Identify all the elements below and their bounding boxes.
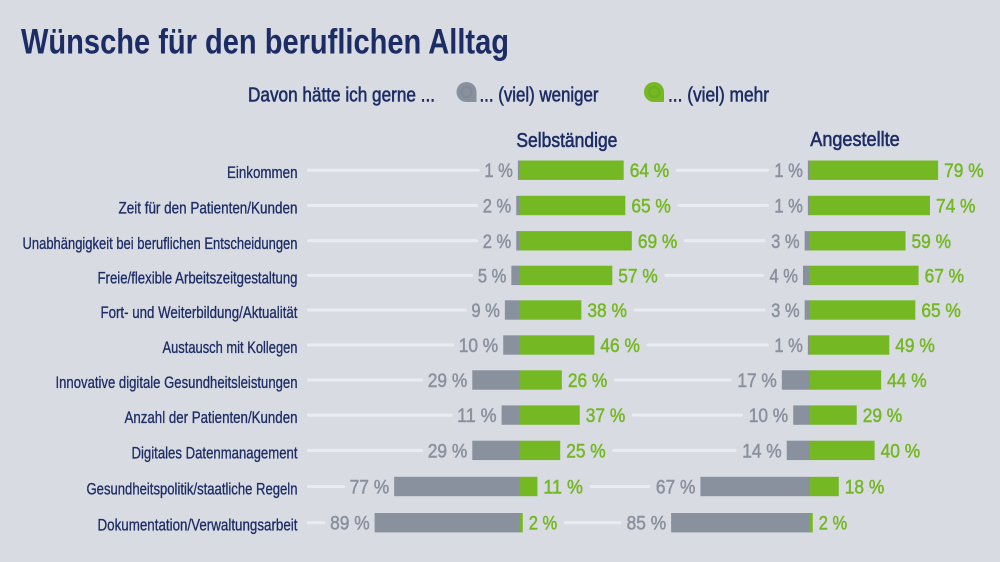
svg-text:Austausch mit Kollegen: Austausch mit Kollegen (163, 339, 298, 357)
svg-text:... (viel) weniger: ... (viel) weniger (480, 85, 599, 107)
svg-text:67 %: 67 % (656, 478, 696, 499)
svg-text:38 %: 38 % (587, 301, 627, 322)
svg-text:1 %: 1 % (774, 336, 803, 357)
svg-text:25 %: 25 % (566, 441, 606, 462)
svg-text:5 %: 5 % (478, 266, 507, 287)
svg-text:64 %: 64 % (630, 161, 670, 182)
svg-text:89 %: 89 % (330, 514, 370, 535)
svg-text:65 %: 65 % (921, 301, 961, 322)
svg-text:Gesundheitspolitik/staatliche: Gesundheitspolitik/staatliche Regeln (87, 481, 298, 499)
svg-text:1 %: 1 % (774, 161, 803, 182)
svg-text:... (viel) mehr: ... (viel) mehr (668, 85, 769, 107)
svg-text:40 %: 40 % (881, 441, 921, 462)
svg-text:74 %: 74 % (936, 197, 976, 218)
svg-text:Dokumentation/Verwaltungsarbei: Dokumentation/Verwaltungsarbeit (98, 517, 298, 535)
svg-text:29 %: 29 % (428, 371, 468, 392)
svg-text:37 %: 37 % (586, 406, 626, 427)
svg-text:59 %: 59 % (912, 232, 952, 253)
svg-text:79 %: 79 % (944, 161, 984, 182)
svg-text:Davon hätte ich gerne ...: Davon hätte ich gerne ... (248, 85, 435, 107)
svg-text:44 %: 44 % (887, 371, 927, 392)
svg-text:29 %: 29 % (428, 441, 468, 462)
svg-text:49 %: 49 % (895, 336, 935, 357)
svg-text:Angestellte: Angestellte (810, 129, 900, 151)
svg-text:10 %: 10 % (749, 406, 789, 427)
svg-text:Fort- und Weiterbildung/Aktual: Fort- und Weiterbildung/Aktualität (101, 304, 298, 322)
svg-text:Unabhängigkeit bei beruflichen: Unabhängigkeit bei beruflichen Entscheid… (23, 235, 298, 253)
svg-text:1 %: 1 % (484, 161, 513, 182)
svg-text:46 %: 46 % (600, 336, 640, 357)
svg-text:11 %: 11 % (543, 478, 583, 499)
svg-text:1 %: 1 % (774, 197, 803, 218)
svg-text:3 %: 3 % (771, 301, 800, 322)
svg-text:57 %: 57 % (618, 266, 658, 287)
svg-text:2 %: 2 % (529, 514, 558, 535)
svg-text:Anzahl der Patienten/Kunden: Anzahl der Patienten/Kunden (125, 409, 298, 427)
svg-text:Einkommen: Einkommen (227, 164, 298, 182)
svg-text:Wünsche für den beruflichen Al: Wünsche für den beruflichen Alltag (21, 23, 509, 62)
svg-text:85 %: 85 % (627, 514, 667, 535)
svg-text:17 %: 17 % (737, 371, 777, 392)
svg-text:3 %: 3 % (771, 232, 800, 253)
svg-text:Innovative digitale Gesundheit: Innovative digitale Gesundheitsleistunge… (56, 374, 298, 392)
svg-text:Digitales Datenmanagement: Digitales Datenmanagement (132, 444, 298, 462)
svg-text:18 %: 18 % (845, 478, 885, 499)
svg-text:77 %: 77 % (350, 478, 390, 499)
svg-text:26 %: 26 % (568, 371, 608, 392)
svg-text:2 %: 2 % (819, 514, 848, 535)
svg-text:9 %: 9 % (471, 301, 500, 322)
svg-text:Selbständige: Selbständige (516, 130, 617, 152)
svg-text:2 %: 2 % (483, 197, 512, 218)
svg-text:65 %: 65 % (631, 197, 671, 218)
svg-text:4 %: 4 % (769, 266, 798, 287)
svg-text:67 %: 67 % (925, 266, 965, 287)
svg-text:2 %: 2 % (483, 232, 512, 253)
svg-text:14 %: 14 % (742, 441, 782, 462)
svg-text:10 %: 10 % (459, 336, 499, 357)
svg-text:Freie/flexible Arbeitszeitgest: Freie/flexible Arbeitszeitgestaltung (98, 269, 298, 287)
svg-text:29 %: 29 % (863, 406, 903, 427)
svg-text:Zeit für den Patienten/Kunden: Zeit für den Patienten/Kunden (119, 200, 298, 218)
svg-text:69 %: 69 % (638, 232, 678, 253)
svg-text:11 %: 11 % (457, 406, 497, 427)
